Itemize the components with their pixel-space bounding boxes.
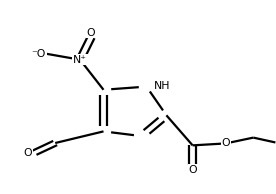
Text: O: O [23,148,32,158]
Text: O: O [87,28,95,38]
Text: ⁻O: ⁻O [31,49,46,59]
Text: N⁺: N⁺ [73,55,87,65]
Text: NH: NH [153,81,170,91]
Text: O: O [188,165,197,175]
Text: O: O [221,139,230,148]
